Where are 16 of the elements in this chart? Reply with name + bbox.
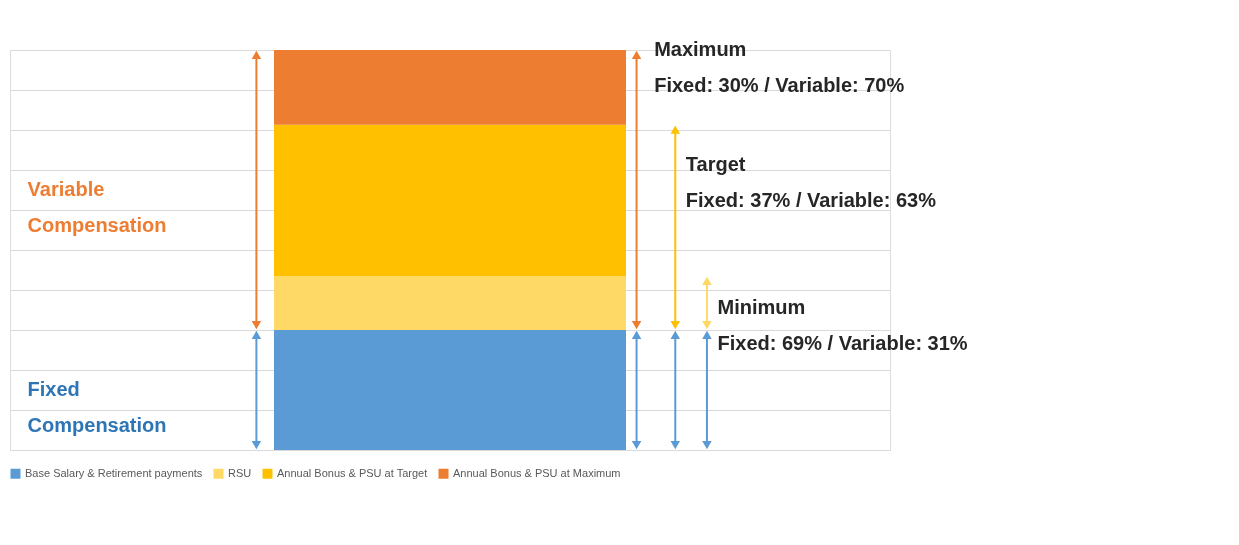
- legend-label: Base Salary & Retirement payments: [25, 466, 203, 479]
- annotation: Target: [685, 152, 746, 175]
- annotation: Fixed: 37% / Variable: 63%: [685, 188, 937, 211]
- annotation: Minimum: [717, 296, 806, 318]
- annotation: Fixed: 69% / Variable: 31%: [717, 332, 968, 354]
- annotation: Maximum: [654, 38, 747, 60]
- legend-label: RSU: [228, 466, 252, 479]
- bar: [274, 124, 626, 276]
- bar: [274, 330, 626, 450]
- annotation: Fixed: 30% / Variable: 70%: [654, 74, 905, 96]
- annotation: Variable Compensation: [27, 178, 167, 236]
- bar: [274, 276, 626, 330]
- legend-label: Annual Bonus & PSU at Maximum: [453, 466, 621, 479]
- annotation: Fixed Compensation: [27, 378, 167, 436]
- legend-label: Annual Bonus & PSU at Target: [277, 466, 428, 479]
- bar: [274, 50, 626, 125]
